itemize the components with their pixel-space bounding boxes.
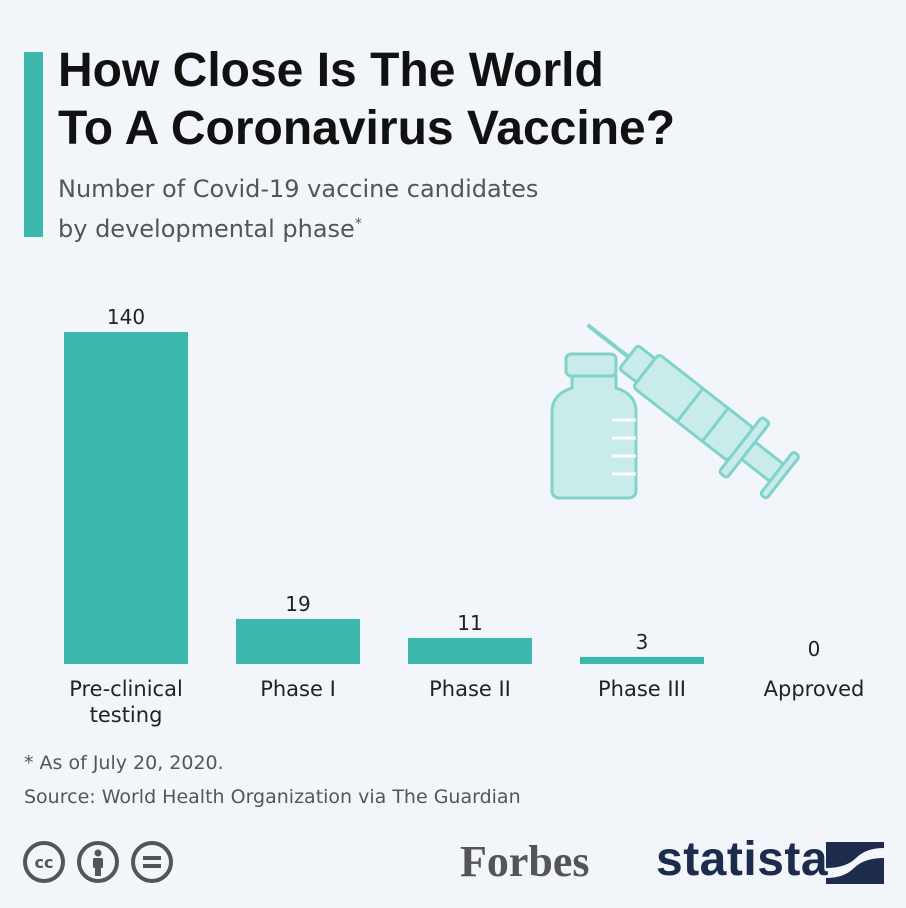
svg-text:cc: cc <box>35 853 54 872</box>
title-line-1: How Close Is The World <box>58 44 604 97</box>
bar-1 <box>64 332 188 664</box>
footnote: * As of July 20, 2020. <box>24 752 224 774</box>
subtitle-line-2: by developmental phase <box>58 215 355 243</box>
no-derivatives-icon[interactable] <box>130 840 174 884</box>
value-label-5: 0 <box>808 637 821 661</box>
title-line-2: To A Coronavirus Vaccine? <box>58 102 676 155</box>
statista-logo-text: statista <box>656 833 829 886</box>
chart-title: How Close Is The World To A Coronavirus … <box>58 42 888 158</box>
bar-4 <box>580 656 704 664</box>
category-label-4: Phase III <box>598 677 686 701</box>
cc-icon[interactable]: cc <box>22 840 66 884</box>
value-label-3: 11 <box>457 611 482 635</box>
syringe-icon <box>586 323 800 500</box>
value-label-4: 3 <box>636 630 649 654</box>
vial-icon <box>550 352 638 500</box>
category-label-5: Approved <box>764 677 865 701</box>
value-label-2: 19 <box>285 592 310 616</box>
forbes-logo: Forbes <box>460 837 590 886</box>
category-label-1-line-2: testing <box>90 703 163 727</box>
value-label-1: 140 <box>107 305 145 329</box>
attribution-icon[interactable] <box>76 840 120 884</box>
source-note: Source: World Health Organization via Th… <box>24 786 521 808</box>
title-accent-bar <box>24 52 43 237</box>
bar-3 <box>408 637 532 664</box>
subtitle-line-1: Number of Covid-19 vaccine candidates <box>58 175 539 203</box>
bar-2 <box>236 618 360 664</box>
vaccine-vial-and-syringe-icon <box>550 323 800 500</box>
category-label-1-line-1: Pre-clinical <box>69 677 183 701</box>
statista-logo-icon <box>826 842 884 884</box>
chart-subtitle: Number of Covid-19 vaccine candidates by… <box>58 172 758 247</box>
category-label-3: Phase II <box>429 677 511 701</box>
category-label-2: Phase I <box>260 677 336 701</box>
subtitle-marker: * <box>354 216 362 232</box>
license-icons: cc <box>22 840 174 886</box>
